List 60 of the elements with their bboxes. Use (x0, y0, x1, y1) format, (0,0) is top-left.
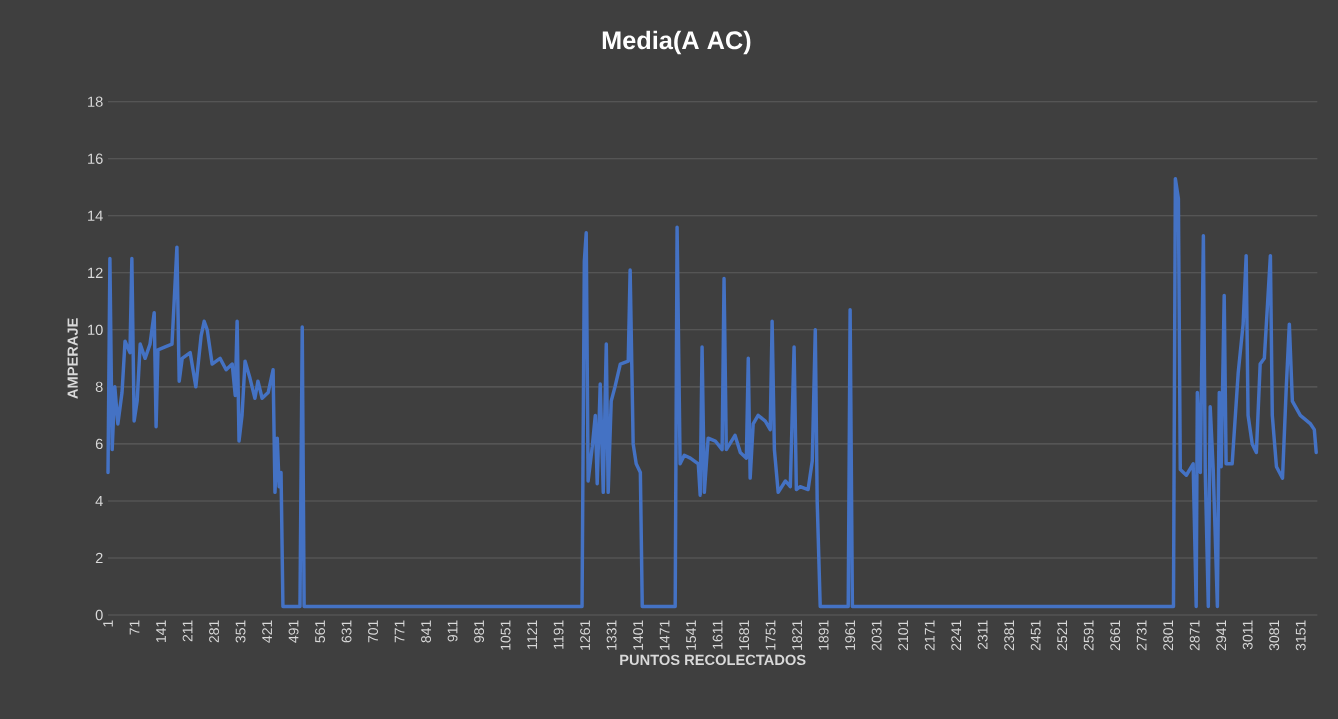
y-tick-label: 18 (88, 96, 103, 107)
x-tick-label: 1261 (580, 620, 591, 650)
x-tick-label: 1331 (606, 620, 617, 650)
x-tick-label: 2381 (1004, 620, 1015, 651)
x-tick-label: 3151 (1295, 620, 1306, 651)
x-tick-label: 1051 (500, 620, 511, 650)
x-tick-label: 1401 (633, 620, 644, 650)
x-tick-label: 2241 (951, 620, 962, 651)
x-axis-title: PUNTOS RECOLECTADOS (620, 654, 806, 666)
x-tick-label: 1121 (527, 620, 537, 649)
x-tick-label: 2521 (1057, 620, 1068, 651)
x-tick-label: 2101 (898, 620, 909, 651)
x-tick-label: 1821 (792, 620, 803, 650)
x-tick-label: 771 (394, 620, 405, 643)
x-tick-label: 2171 (924, 620, 935, 651)
x-tick-label: 211 (182, 620, 193, 642)
x-tick-label: 631 (341, 620, 352, 643)
y-tick-label: 4 (95, 495, 103, 506)
x-tick-label: 1681 (739, 620, 750, 650)
y-tick-label: 0 (95, 609, 103, 621)
x-tick-label: 1891 (818, 620, 829, 650)
x-tick-label: 141 (156, 620, 166, 642)
x-tick-label: 1471 (659, 620, 670, 650)
x-tick-label: 281 (209, 620, 219, 643)
x-tick-label: 2801 (1163, 620, 1174, 651)
x-tick-label: 2311 (977, 620, 988, 650)
y-tick-label: 8 (95, 381, 103, 393)
x-tick-label: 1611 (712, 620, 723, 649)
x-tick-label: 1961 (845, 620, 856, 650)
y-tick-label: 16 (88, 153, 103, 164)
x-tick-label: 1191 (553, 620, 564, 649)
x-tick-label: 911 (447, 620, 458, 642)
y-tick-label: 14 (88, 210, 103, 221)
x-tick-label: 351 (235, 620, 246, 643)
y-axis-title: AMPERAJE (67, 318, 78, 399)
x-tick-label: 701 (368, 620, 379, 643)
x-tick-label: 1541 (686, 620, 696, 650)
x-tick-label: 2941 (1216, 620, 1227, 651)
x-tick-label: 2661 (1110, 620, 1121, 651)
y-tick-label: 6 (95, 438, 103, 450)
x-tick-label: 841 (421, 620, 432, 643)
line-series (106, 176, 1318, 609)
x-tick-label: 491 (288, 620, 299, 643)
x-tick-label: 2451 (1030, 620, 1041, 651)
y-tick-label: 2 (95, 552, 103, 564)
x-tick-label: 2591 (1083, 620, 1094, 651)
y-tick-label: 10 (88, 324, 103, 336)
x-tick-label: 3081 (1269, 620, 1280, 651)
chart-title: Media(A AC) (602, 30, 751, 55)
x-tick-label: 421 (262, 620, 272, 643)
x-tick-label: 1 (103, 620, 113, 627)
x-tick-label: 71 (129, 620, 140, 635)
x-tick-label: 561 (315, 620, 325, 643)
x-tick-label: 981 (474, 620, 485, 643)
x-tick-label: 2871 (1189, 620, 1200, 651)
x-tick-label: 3011 (1242, 620, 1253, 650)
x-tick-label: 1751 (765, 620, 776, 650)
y-tick-label: 12 (88, 267, 103, 278)
x-tick-label: 2731 (1136, 620, 1147, 651)
x-tick-label: 2031 (871, 620, 882, 651)
